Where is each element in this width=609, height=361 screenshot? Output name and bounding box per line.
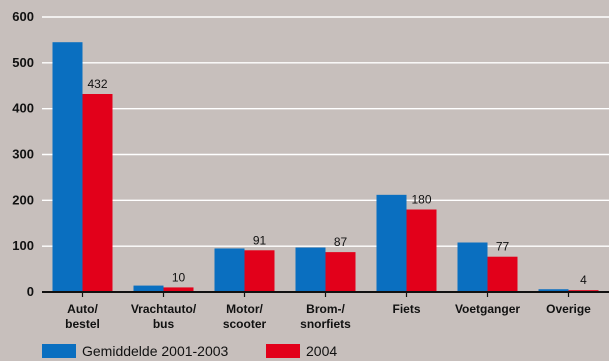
bar-chart: 0 100 200 300 400 500 600 432 10 91 87 180 77 4 Auto… — [12, 9, 609, 331]
legend-label-series-1: Gemiddelde 2001-2003 — [82, 343, 229, 359]
bar-series-1 — [376, 194, 407, 292]
data-labels: 432 10 91 87 180 77 4 — [87, 77, 587, 287]
legend: Gemiddelde 2001-2003 2004 — [0, 341, 609, 361]
bar-series-1 — [214, 248, 245, 292]
x-tick-label-line: scooter — [223, 317, 267, 331]
x-tick-label: Overige — [546, 302, 591, 316]
bar-series-2 — [82, 94, 113, 292]
bar-series-1 — [52, 42, 83, 293]
x-tick-label-line: Overige — [546, 302, 591, 316]
x-tick-label-line: bus — [153, 317, 175, 331]
data-label: 180 — [411, 193, 431, 207]
y-tick-label: 400 — [12, 101, 34, 116]
x-tick-label: Brom-/snorfiets — [300, 302, 351, 331]
y-tick-label: 100 — [12, 238, 34, 253]
x-tick-label: Vrachtauto/bus — [131, 302, 197, 331]
bar-series-1 — [538, 289, 569, 292]
x-tick-label: Voetganger — [455, 302, 520, 316]
data-label: 91 — [253, 233, 267, 247]
bar-series-2 — [487, 256, 518, 292]
x-tick-label-line: snorfiets — [300, 317, 351, 331]
x-tick-label: Auto/bestel — [65, 302, 100, 331]
bar-series-2 — [406, 209, 437, 292]
bar-series-1 — [457, 242, 488, 292]
y-axis: 0 100 200 300 400 500 600 — [12, 9, 34, 299]
x-tick-label-line: Vrachtauto/ — [131, 302, 197, 316]
bar-series-2 — [244, 250, 275, 292]
bar-series-2 — [325, 252, 356, 292]
data-label: 10 — [172, 270, 186, 284]
legend-item-series-2: 2004 — [266, 343, 337, 359]
bar-series-2 — [163, 287, 194, 292]
y-tick-label: 500 — [12, 55, 34, 70]
legend-swatch-series-1 — [42, 344, 76, 358]
legend-swatch-series-2 — [266, 344, 300, 358]
x-tick-label-line: Voetganger — [455, 302, 520, 316]
x-tick-label-line: bestel — [65, 317, 100, 331]
legend-item-series-1: Gemiddelde 2001-2003 — [42, 343, 228, 359]
bars — [52, 42, 599, 293]
data-label: 77 — [496, 240, 510, 254]
bar-series-1 — [133, 285, 164, 292]
x-tick-label-line: Auto/ — [67, 302, 98, 316]
y-tick-label: 300 — [12, 147, 34, 162]
data-label: 432 — [87, 77, 107, 91]
x-tick-label: Motor/scooter — [223, 302, 267, 331]
y-tick-label: 0 — [27, 284, 34, 299]
x-tick-label-line: Brom-/ — [306, 302, 345, 316]
x-tick-label-line: Motor/ — [226, 302, 263, 316]
y-tick-label: 200 — [12, 192, 34, 207]
data-label: 4 — [580, 273, 587, 287]
bar-series-1 — [295, 247, 326, 292]
x-axis: Auto/bestel Vrachtauto/bus Motor/scooter Br… — [42, 291, 609, 331]
y-tick-label: 600 — [12, 9, 34, 24]
x-tick-label-line: Fiets — [392, 302, 420, 316]
legend-label-series-2: 2004 — [306, 343, 338, 359]
gridlines — [42, 16, 609, 247]
x-tick-label: Fiets — [392, 302, 420, 316]
data-label: 87 — [334, 235, 348, 249]
